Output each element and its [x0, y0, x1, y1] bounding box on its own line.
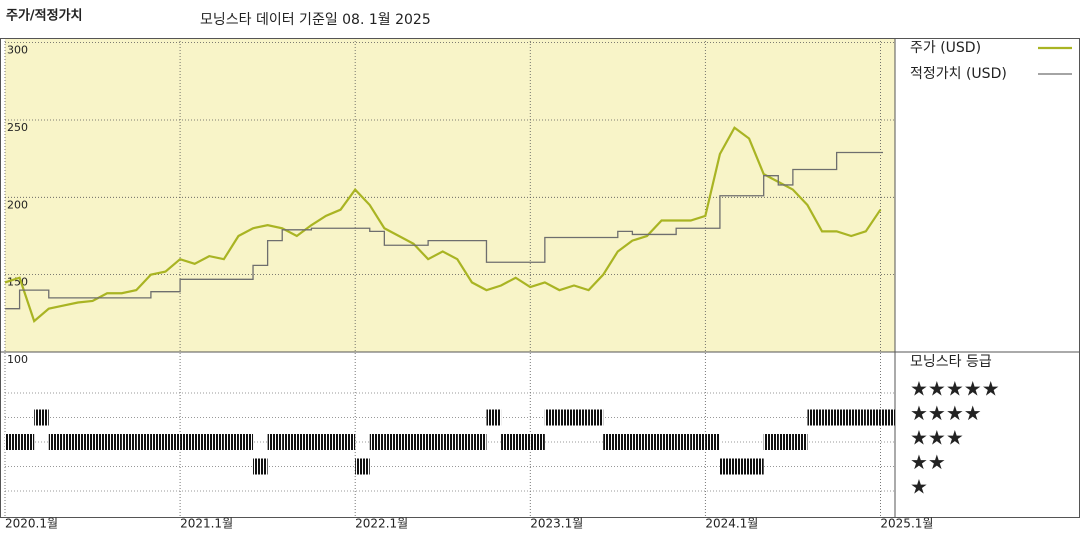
rating-bar	[413, 434, 429, 450]
legend-label: 주가 (USD)	[910, 40, 981, 56]
y-tick-label: 200	[7, 198, 28, 211]
rating-bar	[661, 434, 677, 450]
rating-level-label: ★★★	[910, 426, 964, 450]
legend-label: 적정가치 (USD)	[910, 66, 1007, 82]
rating-bar	[92, 434, 108, 450]
rating-bar	[5, 434, 20, 450]
rating-bar	[180, 434, 195, 450]
rating-bar	[574, 409, 589, 426]
series-line	[5, 151, 883, 310]
rating-bar	[238, 434, 254, 450]
rating-bar	[690, 434, 706, 450]
rating-bar	[150, 434, 166, 450]
rating-bar	[223, 434, 239, 450]
rating-bar	[471, 434, 487, 450]
rating-bar	[282, 434, 297, 450]
rating-bar	[107, 434, 122, 450]
rating-bar	[384, 434, 399, 450]
rating-level-label: ★★	[910, 450, 946, 474]
rating-bar	[442, 434, 458, 450]
rating-level-label: ★	[910, 475, 928, 499]
rating-bar	[311, 434, 326, 450]
rating-bar	[369, 434, 385, 450]
x-tick-label: 2023.1월	[530, 517, 583, 531]
rating-bar	[77, 434, 93, 450]
rating-bar	[763, 434, 779, 450]
rating-bar	[209, 434, 224, 450]
x-tick-label: 2024.1월	[705, 517, 758, 531]
rating-bar	[515, 434, 531, 450]
rating-bar	[340, 434, 356, 450]
rating-bar	[749, 458, 764, 475]
y-tick-label: 250	[7, 121, 28, 134]
x-tick-label: 2022.1월	[355, 517, 408, 531]
x-tick-label: 2025.1월	[880, 517, 933, 531]
rating-bar	[705, 434, 720, 450]
rating-bar	[865, 409, 881, 426]
rating-bar	[296, 434, 312, 450]
rating-bar	[398, 434, 414, 450]
rating-bar	[48, 434, 64, 450]
rating-bar	[880, 409, 895, 426]
rating-bar	[530, 434, 545, 450]
rating-bar	[267, 434, 283, 450]
rating-bar	[501, 434, 516, 450]
rating-bar	[807, 409, 823, 426]
rating-bar	[617, 434, 633, 450]
y-tick-label: 100	[7, 353, 28, 366]
rating-bar	[253, 458, 268, 475]
rating-bar	[603, 434, 618, 450]
rating-bar	[165, 434, 181, 450]
rating-bar	[121, 434, 137, 450]
rating-bar	[559, 409, 575, 426]
rating-bar	[325, 434, 341, 450]
rating-bar	[734, 458, 750, 475]
rating-level-label: ★★★★	[910, 401, 982, 425]
rating-bar	[428, 434, 443, 450]
rating-bar	[34, 409, 49, 426]
rating-bar	[544, 409, 560, 426]
rating-bar	[63, 434, 78, 450]
rating-bar	[588, 409, 604, 426]
rating-bar	[457, 434, 472, 450]
x-tick-label: 2021.1월	[180, 517, 233, 531]
rating-title: 모닝스타 등급	[910, 354, 992, 370]
rating-bar	[19, 434, 35, 450]
rating-bar	[646, 434, 662, 450]
chart-title: 주가/적정가치	[6, 8, 83, 24]
rating-bar	[136, 434, 151, 450]
rating-bar	[822, 409, 837, 426]
rating-bar	[719, 458, 735, 475]
rating-bar	[355, 458, 370, 475]
chart-subtitle: 모닝스타 데이터 기준일 08. 1월 2025	[200, 12, 431, 28]
rating-bar	[836, 409, 852, 426]
plot-background	[5, 38, 895, 352]
rating-bar	[778, 434, 793, 450]
y-tick-label: 300	[7, 44, 28, 57]
rating-bar	[792, 434, 808, 450]
x-tick-label: 2020.1월	[5, 517, 58, 531]
rating-bar	[851, 409, 866, 426]
rating-bar	[486, 409, 502, 426]
rating-bar	[194, 434, 210, 450]
series-line	[4, 126, 882, 323]
rating-level-label: ★★★★★	[910, 377, 1000, 401]
rating-bar	[676, 434, 691, 450]
rating-bar	[632, 434, 647, 450]
